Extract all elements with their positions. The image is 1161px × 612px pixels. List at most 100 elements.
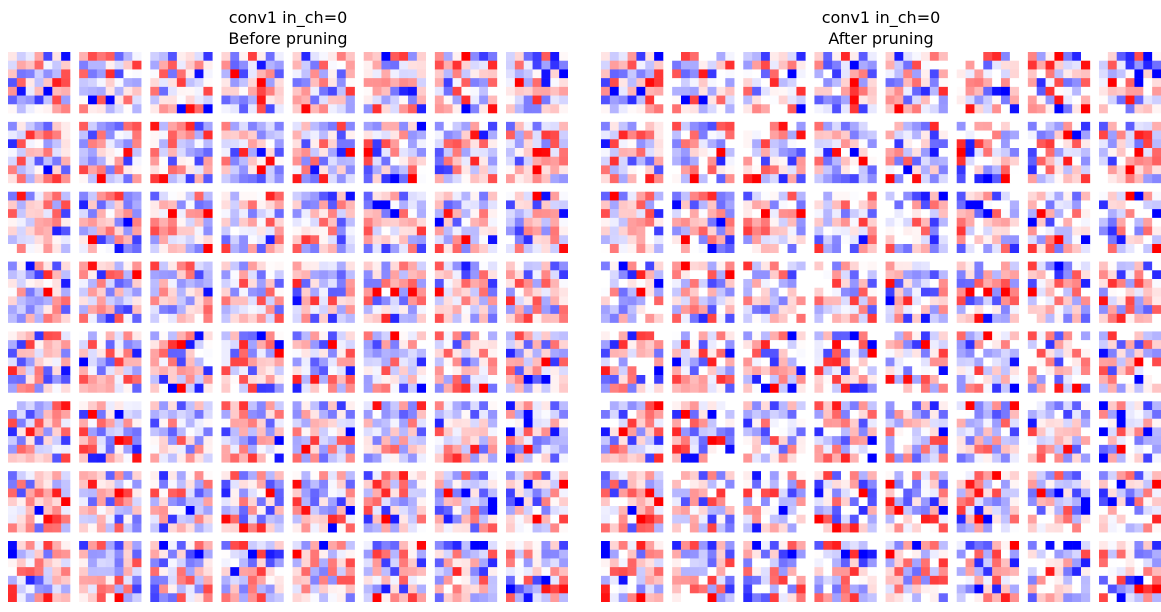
- kernel-cell: [681, 191, 691, 201]
- kernel-cell: [96, 575, 107, 585]
- kernel-cell: [61, 52, 71, 62]
- kernel-tile: [292, 121, 355, 184]
- kernel-cell: [150, 541, 160, 551]
- kernel-cell: [1036, 217, 1046, 227]
- kernel-cell: [16, 270, 27, 280]
- kernel-cell: [761, 191, 771, 201]
- kernel-cell: [550, 95, 560, 105]
- kernel-cell: [1009, 174, 1020, 184]
- kernel-cell: [221, 139, 231, 149]
- kernel-cell: [443, 453, 453, 463]
- kernel-cell: [672, 235, 682, 245]
- kernel-cell: [203, 235, 213, 245]
- kernel-cell: [61, 331, 71, 341]
- kernel-cell: [230, 217, 240, 227]
- kernel-cell: [672, 287, 682, 297]
- kernel-cell: [983, 95, 993, 105]
- kernel-cell: [1152, 270, 1161, 280]
- kernel-tile: [956, 191, 1020, 254]
- kernel-cell: [1099, 52, 1109, 62]
- kernel-cell: [488, 584, 498, 594]
- kernel-cell: [452, 305, 462, 315]
- kernel-cell: [79, 558, 89, 568]
- kernel-cell: [609, 130, 620, 140]
- kernel-cell: [752, 279, 762, 289]
- kernel-cell: [627, 313, 637, 323]
- kernel-cell: [408, 549, 418, 559]
- kernel-cell: [363, 287, 373, 297]
- kernel-cell: [965, 279, 975, 289]
- kernel-cell: [1063, 148, 1073, 158]
- kernel-cell: [912, 104, 922, 114]
- kernel-cell: [16, 383, 27, 393]
- kernel-cell: [609, 139, 620, 149]
- kernel-cell: [1143, 148, 1153, 158]
- kernel-cell: [256, 287, 267, 297]
- kernel-cell: [150, 78, 160, 88]
- kernel-cell: [550, 191, 560, 201]
- kernel-cell: [176, 52, 187, 62]
- kernel-cell: [1116, 261, 1126, 271]
- kernel-cell: [559, 165, 568, 175]
- kernel-cell: [159, 244, 169, 254]
- kernel-cell: [452, 165, 462, 175]
- kernel-cell: [1001, 235, 1011, 245]
- kernel-cell: [43, 86, 53, 96]
- kernel-cell: [514, 95, 525, 105]
- kernel-cell: [239, 427, 249, 437]
- kernel-cell: [823, 104, 833, 114]
- kernel-cell: [1134, 191, 1144, 201]
- kernel-cell: [265, 584, 275, 594]
- kernel-cell: [132, 235, 142, 245]
- kernel-cell: [541, 287, 551, 297]
- kernel-cell: [372, 558, 382, 568]
- kernel-cell: [328, 217, 338, 227]
- kernel-cell: [443, 410, 453, 420]
- kernel-cell: [168, 296, 178, 306]
- kernel-cell: [506, 497, 516, 507]
- kernel-cell: [858, 156, 868, 166]
- kernel-cell: [79, 139, 89, 149]
- kernel-cell: [761, 60, 771, 70]
- kernel-cell: [408, 191, 418, 201]
- kernel-cell: [34, 305, 44, 315]
- kernel-cell: [974, 279, 984, 289]
- kernel-cell: [336, 488, 347, 498]
- kernel-cell: [1143, 279, 1153, 289]
- kernel-cell: [416, 305, 427, 315]
- kernel-cell: [319, 401, 329, 411]
- kernel-cell: [689, 313, 700, 323]
- kernel-cell: [559, 287, 568, 297]
- kernel-cell: [381, 270, 391, 280]
- kernel-cell: [479, 287, 489, 297]
- kernel-cell: [310, 313, 320, 323]
- kernel-cell: [550, 453, 560, 463]
- kernel-cell: [390, 104, 400, 114]
- kernel-cell: [523, 191, 533, 201]
- kernel-cell: [1081, 104, 1091, 114]
- kernel-cell: [372, 340, 382, 350]
- kernel-cell: [1036, 86, 1046, 96]
- kernel-cell: [983, 217, 993, 227]
- kernel-cell: [1116, 104, 1126, 114]
- kernel-cell: [61, 121, 71, 131]
- kernel-cell: [274, 86, 284, 96]
- kernel-cell: [778, 287, 788, 297]
- kernel-cell: [636, 78, 646, 88]
- kernel-cell: [559, 139, 568, 149]
- kernel-cell: [185, 488, 195, 498]
- kernel-cell: [336, 95, 347, 105]
- kernel-cell: [363, 270, 373, 280]
- kernel-cell: [514, 436, 525, 446]
- kernel-cell: [310, 139, 320, 149]
- kernel-cell: [841, 331, 851, 341]
- kernel-cell: [1099, 270, 1109, 280]
- kernel-cell: [88, 130, 98, 140]
- kernel-cell: [372, 488, 382, 498]
- kernel-cell: [105, 104, 115, 114]
- kernel-cell: [761, 165, 771, 175]
- kernel-cell: [814, 305, 824, 315]
- kernel-cell: [274, 261, 284, 271]
- kernel-cell: [336, 69, 347, 79]
- kernel-cell: [1009, 121, 1020, 131]
